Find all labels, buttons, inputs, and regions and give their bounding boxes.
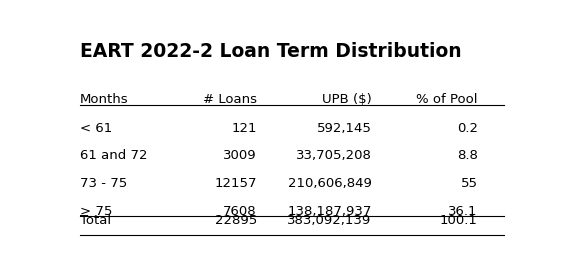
Text: 36.1: 36.1	[448, 205, 478, 218]
Text: Months: Months	[80, 93, 129, 106]
Text: 73 - 75: 73 - 75	[80, 177, 127, 190]
Text: 0.2: 0.2	[457, 122, 478, 135]
Text: 8.8: 8.8	[457, 150, 478, 163]
Text: 33,705,208: 33,705,208	[296, 150, 372, 163]
Text: 61 and 72: 61 and 72	[80, 150, 148, 163]
Text: 592,145: 592,145	[317, 122, 372, 135]
Text: Total: Total	[80, 214, 111, 227]
Text: EART 2022-2 Loan Term Distribution: EART 2022-2 Loan Term Distribution	[80, 42, 462, 61]
Text: 210,606,849: 210,606,849	[288, 177, 372, 190]
Text: 138,187,937: 138,187,937	[287, 205, 372, 218]
Text: 3009: 3009	[223, 150, 256, 163]
Text: 383,092,139: 383,092,139	[287, 214, 372, 227]
Text: > 75: > 75	[80, 205, 112, 218]
Text: 7608: 7608	[223, 205, 256, 218]
Text: # Loans: # Loans	[203, 93, 256, 106]
Text: 100.1: 100.1	[440, 214, 478, 227]
Text: 12157: 12157	[214, 177, 256, 190]
Text: % of Pool: % of Pool	[416, 93, 478, 106]
Text: < 61: < 61	[80, 122, 112, 135]
Text: 55: 55	[461, 177, 478, 190]
Text: 121: 121	[231, 122, 256, 135]
Text: UPB ($): UPB ($)	[322, 93, 372, 106]
Text: 22895: 22895	[214, 214, 256, 227]
